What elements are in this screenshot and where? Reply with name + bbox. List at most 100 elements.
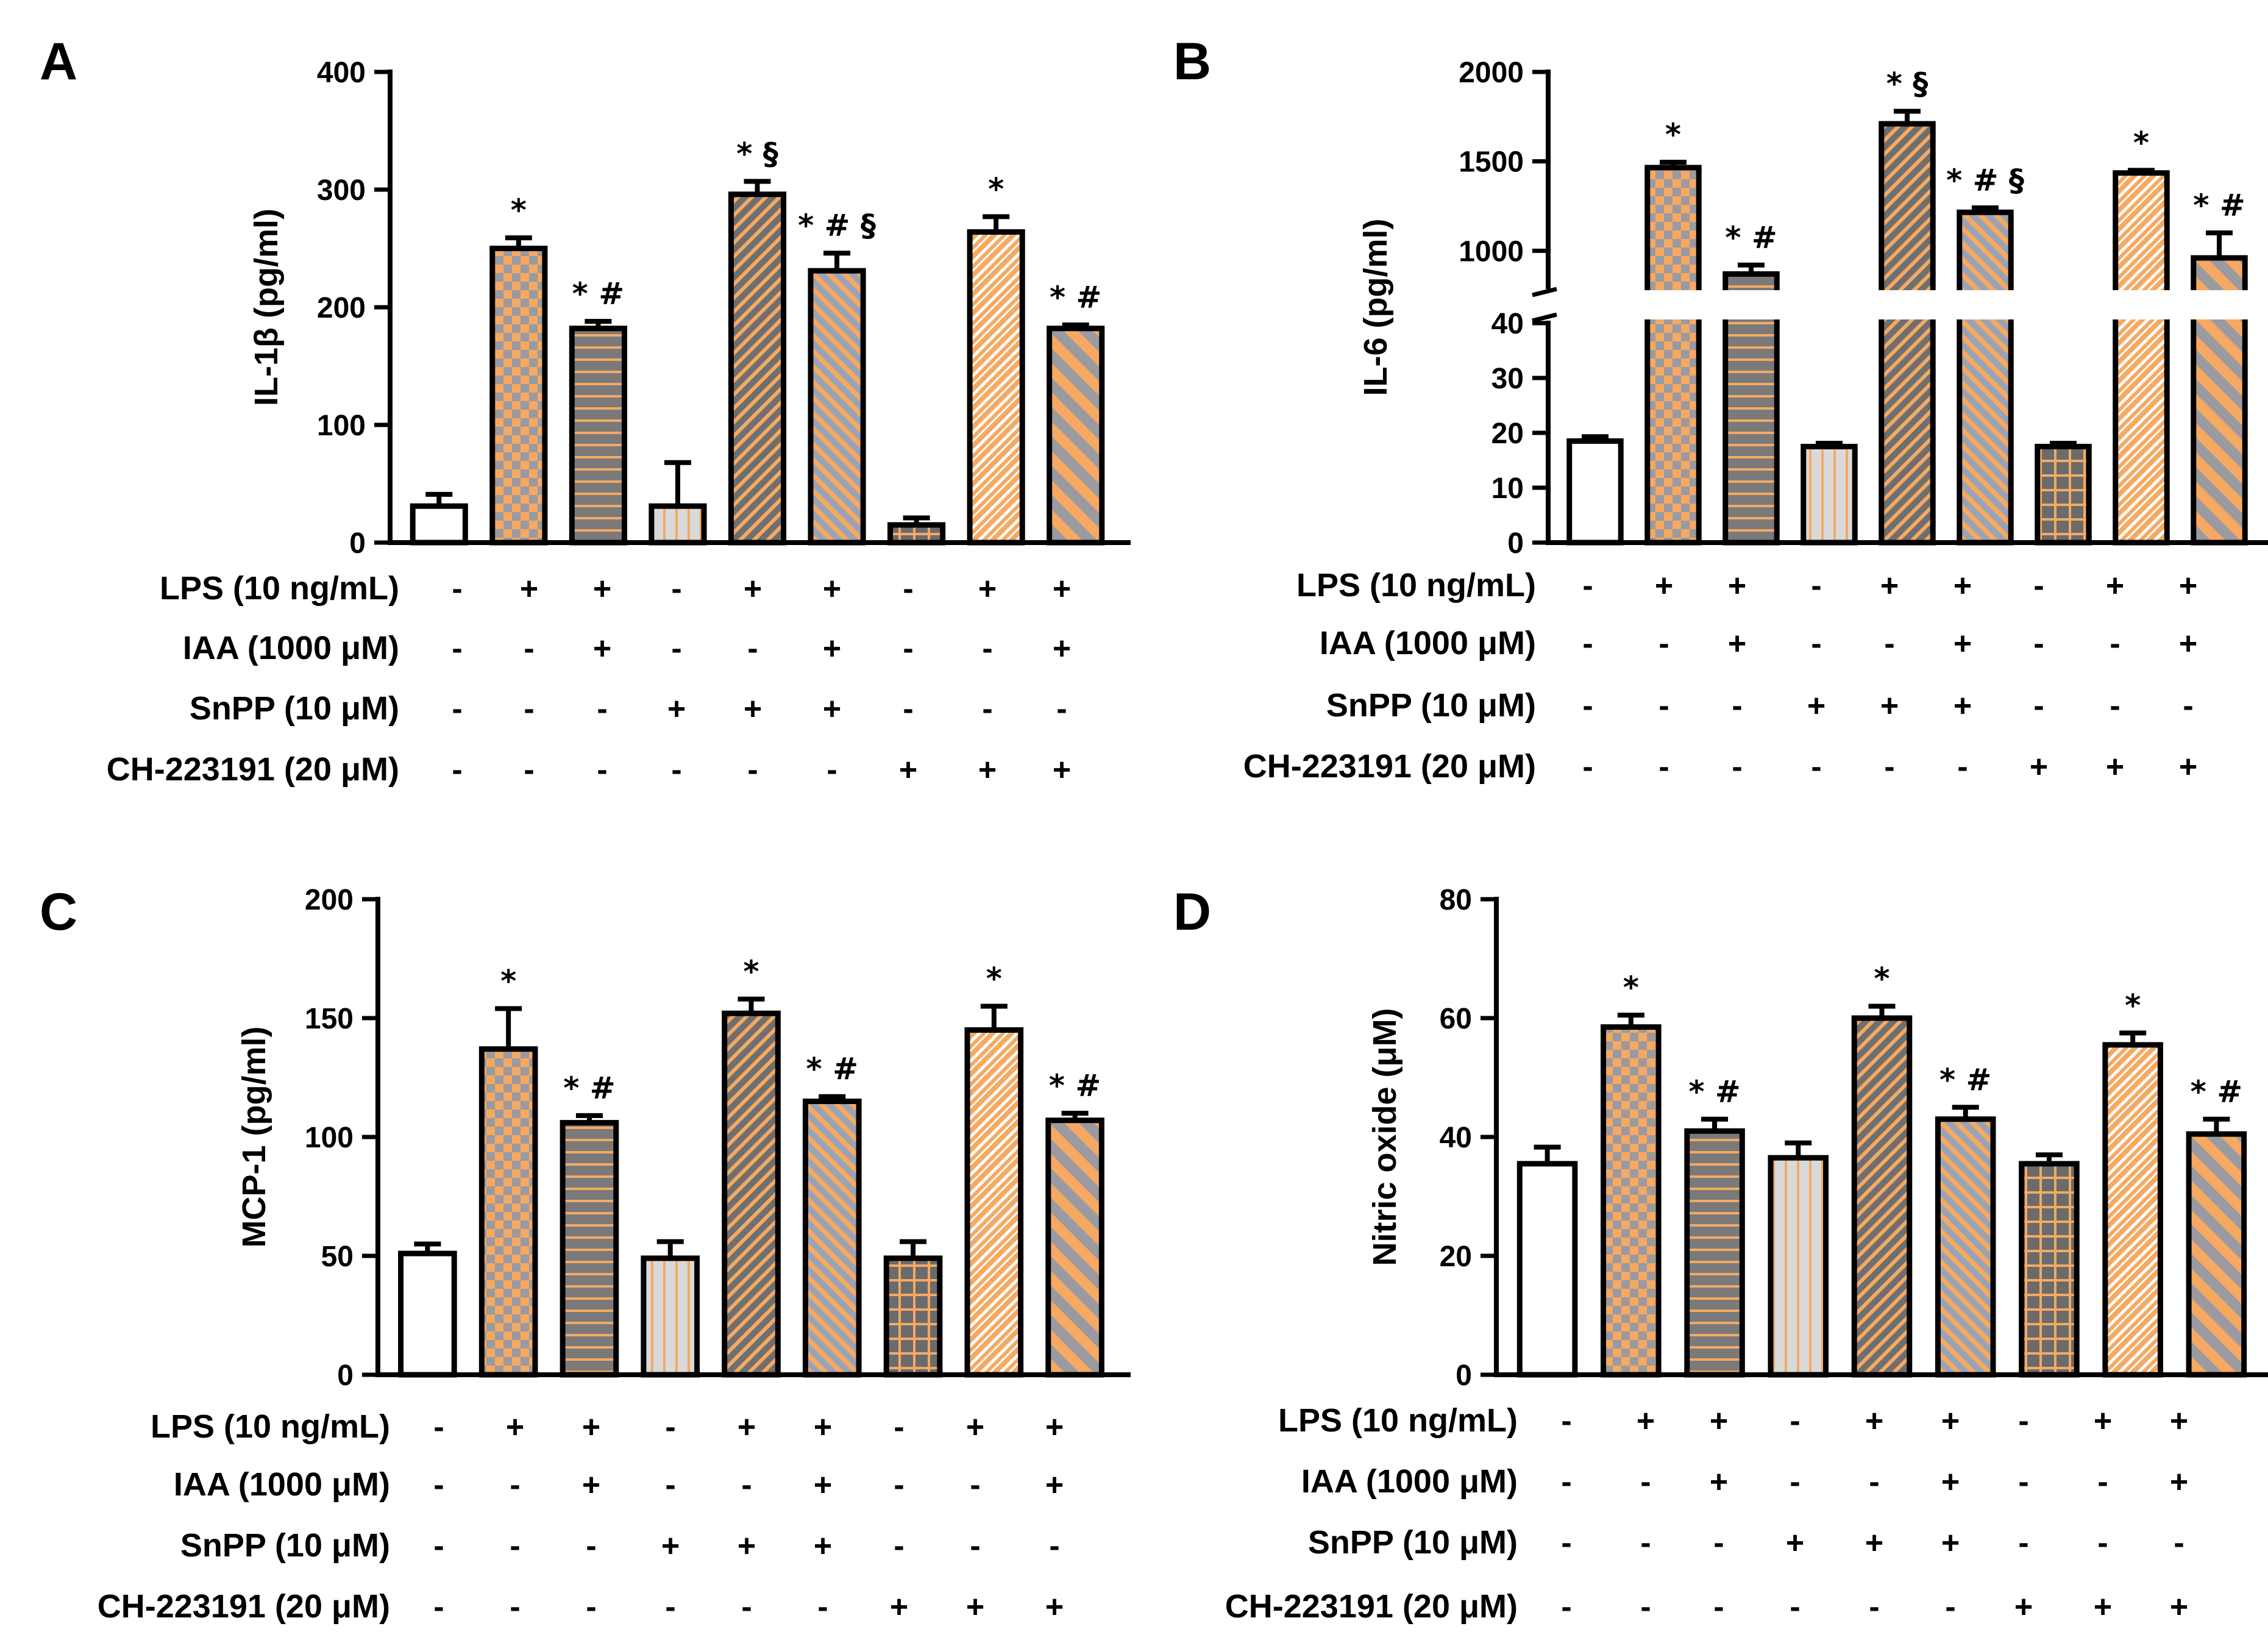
condition-sign: -: [982, 631, 992, 666]
bar-4: [641, 1255, 700, 1378]
condition-sign: -: [2110, 626, 2120, 661]
condition-sign: -: [903, 691, 913, 727]
bar-1: [410, 503, 468, 546]
condition-sign: -: [586, 1589, 596, 1625]
condition-sign: -: [452, 691, 462, 727]
panel-label: D: [1173, 883, 1211, 941]
condition-label: LPS (10 ng/mL): [151, 1408, 390, 1445]
bar-5: [1879, 121, 1936, 546]
condition-sign: -: [524, 752, 534, 788]
condition-sign: +: [738, 1528, 756, 1564]
significance-label-2: *: [500, 963, 516, 999]
condition-label: LPS (10 ng/mL): [1296, 567, 1536, 604]
condition-sign: -: [1811, 568, 1821, 604]
y-axis-title: Nitric oxide (μM): [1367, 1008, 1403, 1266]
condition-sign: -: [1658, 688, 1669, 724]
significance-label-9: * #: [2193, 188, 2245, 223]
condition-sign: +: [814, 1528, 832, 1564]
condition-sign: -: [747, 752, 758, 788]
condition-sign: +: [1053, 631, 1071, 666]
condition-sign: -: [970, 1528, 980, 1564]
condition-label: SnPP (10 μM): [1326, 687, 1536, 724]
condition-sign: +: [890, 1589, 908, 1625]
condition-sign: -: [982, 691, 992, 727]
condition-sign: +: [823, 691, 841, 727]
condition-sign: -: [433, 1410, 444, 1445]
bar-2: [1601, 1024, 1662, 1378]
y-tick-label: 0: [1507, 527, 1524, 560]
condition-sign: +: [1053, 571, 1071, 607]
condition-sign: +: [1880, 568, 1899, 604]
condition-sign: -: [2018, 1403, 2028, 1439]
panel-label: B: [1173, 32, 1211, 91]
condition-sign: -: [2033, 568, 2044, 604]
bar-7: [883, 1255, 943, 1378]
condition-sign: +: [1045, 1467, 1064, 1503]
bar-1: [398, 1250, 457, 1378]
y-tick-label: 150: [305, 1003, 354, 1035]
condition-sign: -: [894, 1467, 904, 1503]
bar-6: [1935, 1116, 1996, 1378]
condition-sign: +: [1807, 688, 1825, 724]
condition-sign: -: [1049, 1528, 1059, 1564]
y-tick-label: 200: [305, 884, 354, 916]
condition-sign: +: [2106, 749, 2124, 785]
condition-sign: +: [1045, 1589, 1064, 1625]
condition-sign: +: [1941, 1464, 1960, 1500]
condition-sign: -: [1790, 1589, 1800, 1625]
y-tick-label: 1000: [1459, 235, 1524, 268]
significance-label-5: * §: [736, 136, 778, 171]
condition-sign: -: [1561, 1589, 1571, 1625]
significance-label-5: *: [743, 954, 759, 989]
condition-sign: -: [903, 631, 913, 666]
condition-sign: -: [1640, 1525, 1651, 1561]
condition-sign: -: [970, 1467, 980, 1503]
condition-sign: +: [744, 691, 762, 727]
condition-sign: +: [667, 691, 686, 727]
y-tick-label: 20: [1491, 418, 1524, 450]
condition-label: LPS (10 ng/mL): [1278, 1402, 1518, 1439]
condition-sign: +: [2179, 749, 2197, 785]
condition-sign: +: [1953, 626, 1972, 661]
condition-sign: -: [665, 1467, 675, 1503]
condition-label: IAA (1000 μM): [183, 630, 399, 666]
bar-3: [560, 1120, 619, 1378]
condition-sign: -: [2183, 688, 2193, 724]
axis-break-gap: [1530, 290, 2268, 319]
condition-sign: +: [1053, 752, 1071, 788]
condition-sign: -: [510, 1528, 520, 1564]
condition-sign: -: [2033, 626, 2044, 661]
condition-sign: +: [978, 752, 997, 788]
axis-break-mark: [1532, 287, 1557, 298]
y-tick-label: 300: [317, 174, 366, 207]
condition-sign: -: [1790, 1464, 1800, 1500]
condition-sign: +: [1710, 1464, 1728, 1500]
condition-label: SnPP (10 μM): [1308, 1524, 1518, 1561]
condition-sign: +: [966, 1589, 984, 1625]
bar-9: [1045, 1117, 1104, 1378]
condition-sign: -: [2097, 1525, 2108, 1561]
condition-label: SnPP (10 μM): [190, 690, 399, 727]
bar-3: [569, 326, 627, 546]
significance-label-2: *: [511, 193, 527, 228]
panel-label: C: [40, 883, 77, 941]
condition-sign: +: [814, 1467, 832, 1503]
condition-sign: -: [1713, 1525, 1724, 1561]
significance-label-6: * # §: [1946, 163, 2024, 198]
significance-label-8: *: [988, 171, 1004, 207]
y-axis-title: MCP-1 (pg/ml): [236, 1027, 272, 1248]
condition-sign: -: [671, 631, 681, 666]
bar-4: [1801, 444, 1858, 546]
condition-sign: +: [1045, 1410, 1064, 1445]
condition-label: IAA (1000 μM): [174, 1466, 390, 1503]
condition-sign: +: [1728, 626, 1746, 661]
condition-sign: -: [452, 752, 462, 788]
bar-6: [802, 1099, 862, 1378]
condition-sign: -: [433, 1589, 444, 1625]
bar-7: [2019, 1161, 2080, 1378]
condition-sign: -: [1713, 1589, 1724, 1625]
condition-sign: +: [823, 571, 841, 607]
condition-sign: -: [1869, 1589, 1879, 1625]
condition-sign: -: [1945, 1589, 1955, 1625]
